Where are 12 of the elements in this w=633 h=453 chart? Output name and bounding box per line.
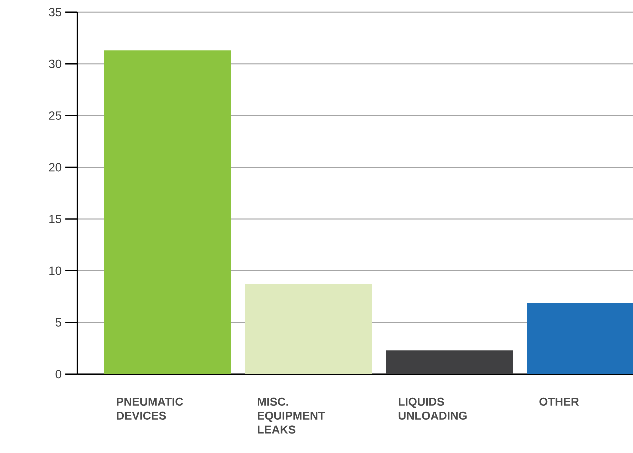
y-tick-label: 30 xyxy=(49,60,62,68)
y-tick-label: 15 xyxy=(50,215,62,224)
y-tick-label: 5 xyxy=(56,318,62,327)
y-tick-label: 0 xyxy=(56,370,62,379)
x-tick-label: LIQUIDS UNLOADING xyxy=(398,398,467,420)
x-tick-label: MISC. EQUIPMENT LEAKS xyxy=(258,398,326,434)
x-tick-label: OTHER xyxy=(540,398,580,406)
y-tick-label: 35 xyxy=(49,8,62,17)
x-tick-label: PNEUMATIC DEVICES xyxy=(117,398,184,420)
y-tick-label: 10 xyxy=(50,266,62,276)
y-tick-label: 25 xyxy=(49,112,62,120)
y-tick-label: 20 xyxy=(49,163,62,172)
